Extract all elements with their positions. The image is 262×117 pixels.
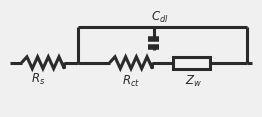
- Text: $C_{dl}$: $C_{dl}$: [151, 10, 169, 25]
- Bar: [172, 57, 210, 68]
- Text: $Z_w$: $Z_w$: [185, 74, 203, 89]
- Text: $R_{ct}$: $R_{ct}$: [122, 74, 140, 89]
- Text: $R_s$: $R_s$: [31, 72, 45, 87]
